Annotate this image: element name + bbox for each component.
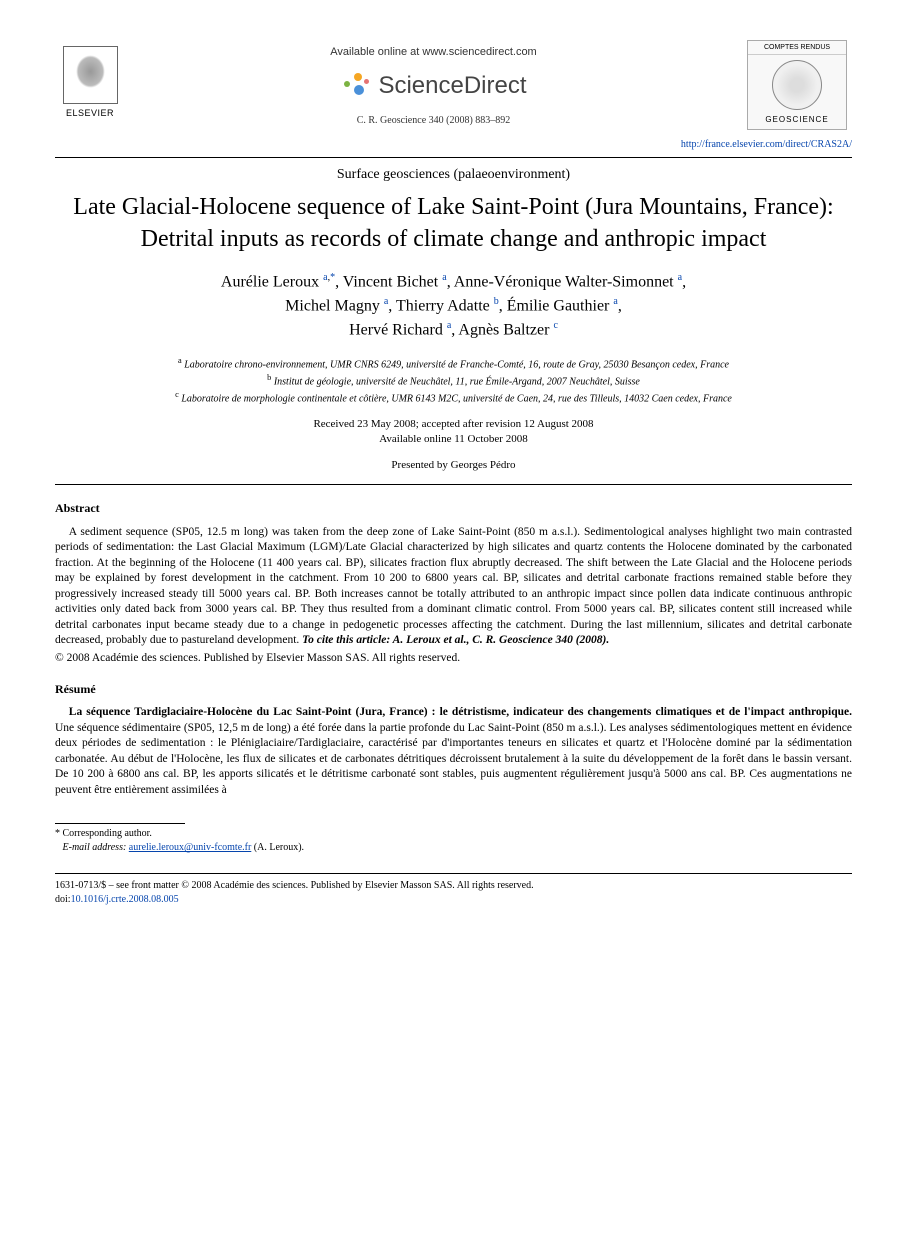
subject-category: Surface geosciences (palaeoenvironment): [55, 166, 852, 185]
journal-logo-box: COMPTES RENDUS GEOSCIENCE: [747, 40, 847, 130]
affiliation-c: c Laboratoire de morphologie continental…: [55, 389, 852, 406]
doi-line: doi:10.1016/j.crte.2008.08.005: [55, 893, 852, 907]
affiliations: a Laboratoire chrono-environnement, UMR …: [55, 355, 852, 407]
authors-list: Aurélie Leroux a,*, Vincent Bichet a, An…: [55, 270, 852, 343]
corresponding-footnote: * Corresponding author. E-mail address: …: [55, 827, 852, 855]
footer: 1631-0713/$ – see front matter © 2008 Ac…: [55, 879, 852, 907]
article-title: Late Glacial-Holocene sequence of Lake S…: [55, 192, 852, 254]
elsevier-tree-icon: [63, 46, 118, 104]
doi-label: doi:: [55, 894, 71, 905]
journal-reference: C. R. Geoscience 340 (2008) 883–892: [125, 114, 742, 128]
elsevier-logo: ELSEVIER: [55, 40, 125, 125]
abstract-body: A sediment sequence (SP05, 12.5 m long) …: [55, 525, 852, 649]
abstract-heading: Abstract: [55, 500, 852, 516]
journal-logo-top-text: COMPTES RENDUS: [748, 41, 846, 55]
resume-title: La séquence Tardiglaciaire-Holocène du L…: [69, 706, 852, 718]
email-label: E-mail address:: [63, 842, 127, 853]
footer-rule: [55, 873, 852, 874]
affiliation-b-text: Institut de géologie, université de Neuc…: [274, 376, 640, 387]
footnote-rule: [55, 823, 185, 824]
doi-link[interactable]: 10.1016/j.crte.2008.08.005: [71, 894, 179, 905]
abstract-copyright: © 2008 Académie des sciences. Published …: [55, 651, 852, 667]
email-author: (A. Leroux).: [254, 842, 304, 853]
sd-dots-icon: [340, 71, 370, 101]
affiliation-a-text: Laboratoire chrono-environnement, UMR CN…: [184, 359, 729, 370]
email-line: E-mail address: aurelie.leroux@univ-fcom…: [55, 841, 852, 855]
received-date: Received 23 May 2008; accepted after rev…: [55, 417, 852, 432]
journal-seal-icon: [772, 60, 822, 110]
journal-url[interactable]: http://france.elsevier.com/direct/CRAS2A…: [55, 138, 852, 152]
resume-heading: Résumé: [55, 681, 852, 697]
corresponding-email-link[interactable]: aurelie.leroux@univ-fcomte.fr: [129, 842, 252, 853]
resume-body: La séquence Tardiglaciaire-Holocène du L…: [55, 705, 852, 798]
journal-url-link[interactable]: http://france.elsevier.com/direct/CRAS2A…: [681, 139, 852, 150]
issn-line: 1631-0713/$ – see front matter © 2008 Ac…: [55, 879, 852, 893]
available-online-text: Available online at www.sciencedirect.co…: [125, 45, 742, 60]
title-rule: [55, 484, 852, 485]
sciencedirect-logo: ScienceDirect: [340, 70, 526, 102]
abstract-text: A sediment sequence (SP05, 12.5 m long) …: [55, 526, 852, 647]
abstract-cite: To cite this article: A. Leroux et al., …: [302, 634, 609, 646]
resume-text: Une séquence sédimentaire (SP05, 12,5 m …: [55, 722, 852, 796]
affiliation-b: b Institut de géologie, université de Ne…: [55, 372, 852, 389]
elsevier-label: ELSEVIER: [66, 107, 114, 119]
header-rule: [55, 157, 852, 158]
journal-logo: COMPTES RENDUS GEOSCIENCE: [742, 40, 852, 130]
header-center: Available online at www.sciencedirect.co…: [125, 40, 742, 128]
affiliation-a: a Laboratoire chrono-environnement, UMR …: [55, 355, 852, 372]
sd-brand-text: ScienceDirect: [378, 70, 526, 102]
article-dates: Received 23 May 2008; accepted after rev…: [55, 417, 852, 448]
journal-logo-bottom-text: GEOSCIENCE: [748, 115, 846, 126]
header-row: ELSEVIER Available online at www.science…: [55, 40, 852, 130]
affiliation-c-text: Laboratoire de morphologie continentale …: [181, 394, 732, 405]
presented-by: Presented by Georges Pédro: [55, 458, 852, 473]
online-date: Available online 11 October 2008: [55, 432, 852, 447]
corresponding-label: * Corresponding author.: [55, 827, 852, 841]
